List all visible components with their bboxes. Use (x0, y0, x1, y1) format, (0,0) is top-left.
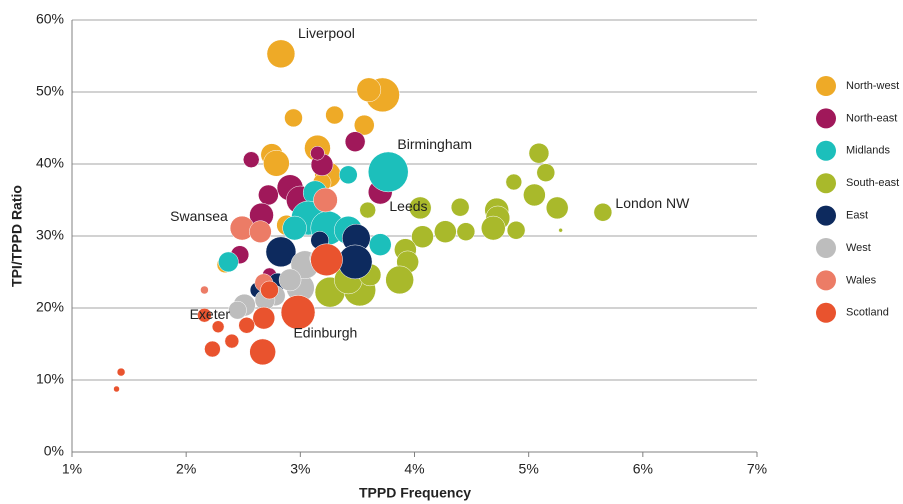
bubble (456, 222, 476, 241)
bubble (481, 215, 506, 241)
bubble (528, 142, 550, 164)
bubble (339, 165, 358, 185)
bubble (252, 306, 276, 330)
bubble (359, 201, 376, 219)
legend-marker (816, 270, 836, 291)
bubble (558, 227, 563, 233)
y-tick-label: 10% (36, 371, 64, 387)
bubble (505, 173, 523, 191)
bubble (450, 197, 470, 217)
bubble (204, 340, 221, 358)
annotation: London NW (615, 195, 690, 211)
x-axis-title: TPPD Frequency (359, 485, 471, 501)
x-tick-label: 3% (290, 461, 310, 477)
y-tick-label: 60% (36, 11, 64, 27)
bubble (263, 150, 290, 177)
legend-marker (816, 76, 836, 96)
bubble (265, 236, 297, 268)
bubble (367, 151, 409, 193)
bubble (228, 300, 247, 320)
bubble (280, 295, 316, 330)
y-tick-label: 50% (36, 83, 64, 99)
bubble (278, 268, 302, 292)
bubble (197, 307, 212, 323)
legend-label: East (846, 210, 868, 222)
bubble (545, 196, 569, 220)
bubble (434, 220, 457, 243)
legend-marker (816, 108, 836, 129)
bubble (310, 243, 343, 277)
bubble (536, 163, 556, 182)
x-tick-label: 6% (633, 461, 653, 477)
x-tick-label: 2% (176, 461, 196, 477)
y-tick-label: 0% (44, 443, 64, 459)
legend-label: North-west (846, 80, 899, 92)
annotation: Birmingham (397, 136, 472, 152)
legend-label: Midlands (846, 145, 891, 157)
bubble (411, 225, 434, 248)
bubble (310, 145, 325, 161)
y-tick-label: 30% (36, 227, 64, 243)
legend-label: South-east (846, 177, 899, 189)
bubble (249, 338, 276, 366)
bubble (224, 333, 240, 349)
bubble (313, 187, 338, 213)
legend-marker (816, 238, 836, 258)
legend-label: West (846, 242, 871, 254)
bubble (337, 244, 373, 280)
x-tick-label: 4% (404, 461, 424, 477)
legend-label: North-east (846, 112, 897, 124)
bubble (344, 131, 366, 152)
bubble (116, 367, 126, 377)
bubble (354, 114, 375, 136)
legend-marker (816, 173, 836, 194)
bubble (369, 233, 392, 256)
y-tick-label: 40% (36, 155, 64, 171)
bubble (523, 183, 546, 207)
bubble (266, 39, 296, 69)
bubble (258, 184, 279, 206)
legend-marker (816, 205, 836, 226)
bubble (218, 251, 239, 273)
annotation: Liverpool (298, 25, 355, 41)
x-tick-label: 1% (62, 461, 82, 477)
bubble (260, 280, 279, 300)
annotation: Edinburgh (293, 325, 357, 341)
annotation: Swansea (170, 208, 228, 224)
legend-label: Wales (846, 274, 877, 286)
bubble (282, 215, 307, 241)
x-tick-label: 7% (747, 461, 767, 477)
legend-marker (816, 302, 836, 323)
x-tick-label: 5% (519, 461, 539, 477)
bubble (506, 220, 526, 240)
bubble (242, 151, 260, 168)
bubble (385, 265, 414, 295)
bubble (211, 320, 225, 333)
annotation: Leeds (389, 198, 427, 214)
bubble (325, 105, 344, 125)
y-axis-title: TPI/TPPD Ratio (9, 185, 25, 287)
bubble (249, 220, 272, 243)
legend-label: Scotland (846, 307, 889, 319)
bubble (356, 77, 382, 103)
y-tick-label: 20% (36, 299, 64, 315)
legend-marker (816, 140, 836, 161)
bubble (200, 285, 209, 295)
bubble (284, 108, 303, 128)
bubble (593, 202, 613, 222)
annotation: Exeter (190, 306, 231, 322)
bubble (113, 385, 120, 393)
bubble (238, 317, 255, 334)
bubble (408, 196, 432, 220)
